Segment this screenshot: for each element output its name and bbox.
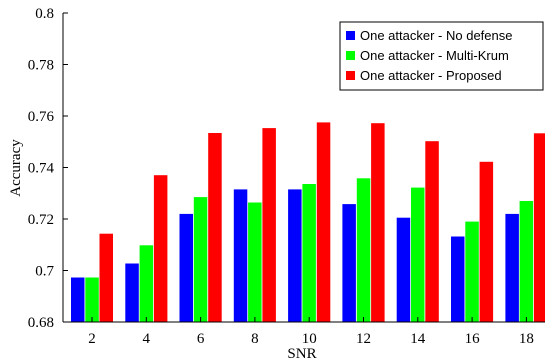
legend: One attacker - No defense One attacker -… (339, 21, 544, 91)
bar-1-6 (179, 213, 193, 322)
x-tick-label: 4 (143, 331, 151, 347)
y-tick-label: 0.68 (28, 315, 54, 331)
bar-3-2 (99, 233, 113, 322)
y-tick-label: 0.7 (35, 264, 54, 280)
legend-box (339, 21, 544, 91)
y-tick-label: 0.76 (28, 109, 55, 125)
x-tick-label: 10 (302, 331, 317, 347)
x-tick-label: 12 (356, 331, 371, 347)
x-tick-label: 14 (410, 331, 426, 347)
bar-2-2 (85, 277, 99, 322)
bar-3-16 (479, 161, 494, 322)
x-tick-label: 6 (197, 331, 205, 347)
y-tick-label: 0.8 (35, 6, 54, 22)
y-tick-label: 0.72 (28, 212, 54, 228)
bar-1-8 (233, 189, 248, 322)
bar-2-12 (356, 178, 371, 322)
bar-3-12 (371, 123, 385, 322)
x-tick-label: 2 (88, 331, 96, 347)
x-axis-title: SNR (287, 346, 316, 360)
bar-2-14 (411, 187, 425, 322)
bar-3-14 (425, 141, 439, 322)
bar-2-8 (248, 202, 262, 322)
bar-1-16 (451, 236, 465, 322)
bar-1-2 (71, 277, 85, 322)
y-axis-title: Accuracy (8, 139, 24, 197)
legend-label-multi-krum: One attacker - Multi-Krum (360, 48, 509, 63)
x-tick-label: 18 (519, 331, 534, 347)
bar-1-14 (396, 217, 411, 322)
bar-1-10 (288, 189, 302, 322)
legend-label-proposed: One attacker - Proposed (360, 68, 502, 83)
bar-2-4 (139, 245, 154, 322)
legend-swatch-proposed (346, 71, 355, 80)
bar-3-4 (153, 175, 168, 322)
legend-swatch-no-defense (346, 31, 355, 40)
bar-3-10 (316, 122, 331, 323)
bar-3-6 (208, 133, 222, 322)
bar-3-18 (533, 133, 545, 322)
bar-2-10 (302, 184, 316, 322)
bar-2-6 (193, 197, 208, 322)
axes-layer: 0.68 0.7 0.72 0.74 0.76 0.78 0.8 2 4 6 8 10 12 14 16 18 (28, 6, 545, 347)
bar-3-8 (262, 128, 276, 322)
y-tick-label: 0.74 (28, 161, 55, 177)
bar-2-16 (465, 221, 479, 322)
bars-layer (71, 122, 545, 323)
legend-label-no-defense: One attacker - No defense (360, 28, 512, 43)
bar-2-18 (519, 201, 534, 322)
y-tick-label: 0.78 (28, 58, 54, 74)
x-tick-label: 8 (251, 331, 259, 347)
legend-swatch-multi-krum (346, 51, 355, 60)
x-tick-label: 16 (465, 331, 481, 347)
bar-1-4 (125, 263, 139, 322)
bar-1-12 (342, 204, 356, 322)
bar-1-18 (505, 213, 519, 322)
